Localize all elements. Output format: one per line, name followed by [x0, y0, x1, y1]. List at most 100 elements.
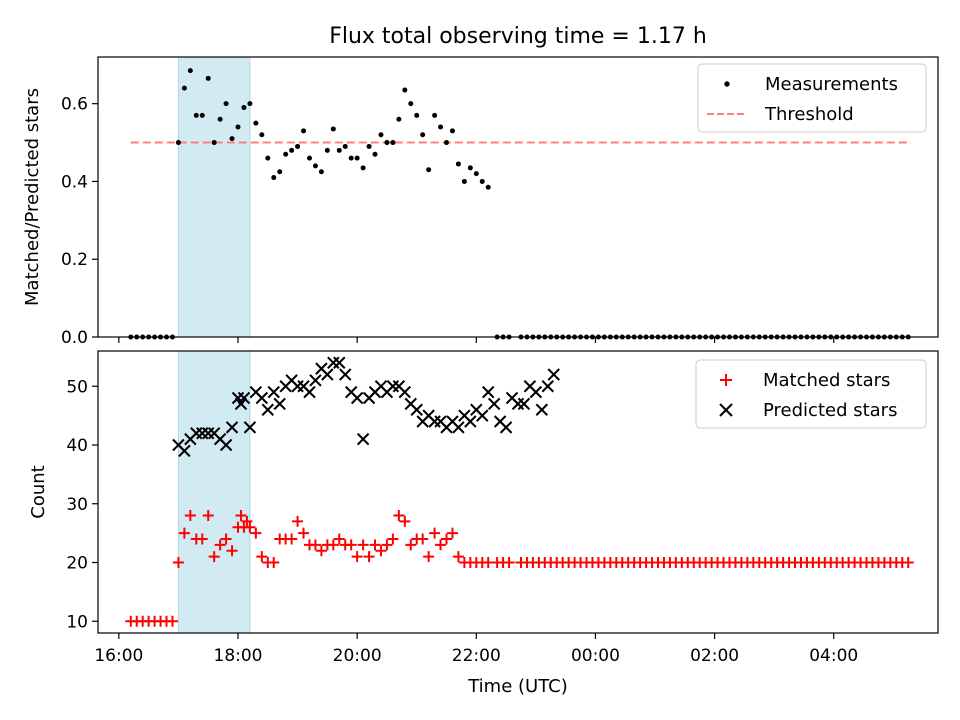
bottom-xtick-label: 22:00: [452, 646, 501, 666]
measurement-point: [324, 147, 330, 153]
measurement-point: [444, 140, 450, 146]
matched-point: [268, 557, 280, 568]
measurement-point: [318, 169, 324, 175]
predicted-point: [482, 385, 495, 399]
matched-point: [405, 539, 417, 551]
measurement-point: [235, 124, 241, 130]
predicted-point-b: [529, 385, 543, 399]
predicted-point-b: [404, 397, 417, 411]
measurement-point: [330, 126, 336, 132]
predicted-point-b: [261, 403, 274, 416]
predicted-point-b: [309, 374, 322, 387]
measurement-point: [211, 140, 217, 146]
measurement-point: [301, 128, 307, 134]
predicted-point: [350, 391, 364, 405]
matched-point: [315, 545, 327, 557]
measurement-point: [241, 105, 247, 111]
measurement-point: [432, 112, 438, 118]
predicted-point: [327, 356, 340, 369]
predicted-point-b: [505, 391, 519, 405]
predicted-point: [339, 368, 352, 381]
measurement-point: [277, 169, 283, 175]
measurement-point: [199, 112, 205, 118]
matched-point: [452, 551, 464, 563]
predicted-point-b: [470, 403, 483, 416]
measurement-point: [247, 101, 253, 107]
top-ytick-label: 0.6: [61, 95, 88, 115]
predicted-point-b: [249, 385, 263, 399]
measurement-point: [229, 136, 235, 142]
predicted-point: [452, 421, 465, 434]
bottom-axes-frame: [97, 350, 939, 634]
predicted-point-b: [482, 385, 495, 399]
matched-point: [244, 521, 256, 533]
predicted-point-b: [285, 374, 298, 387]
bottom-xtick-label: 16:00: [94, 646, 143, 666]
matched-point: [375, 545, 387, 557]
matched-point: [256, 551, 268, 563]
measurement-point: [336, 147, 342, 153]
predicted-point-b: [356, 432, 370, 446]
top-axes-frame: [97, 56, 939, 338]
predicted-point-b: [392, 380, 406, 393]
legend-matched-marker: [720, 374, 732, 386]
measurement-point: [306, 155, 312, 161]
predicted-point-b: [273, 397, 286, 411]
matched-point: [387, 533, 399, 545]
matched-point: [309, 539, 321, 551]
bottom-panel: 10 20 30 40 50 16:00 18:00 20:00 22:00 00:00 02:0…: [28, 350, 939, 697]
measurement-point: [312, 163, 318, 169]
measurement-point: [217, 116, 223, 122]
predicted-point-b: [493, 415, 507, 428]
predicted-point-b: [303, 385, 316, 399]
bottom-legend-box: [695, 359, 927, 429]
measurement-point: [426, 167, 432, 173]
predicted-point-b: [225, 421, 239, 434]
predicted-point: [234, 397, 248, 411]
predicted-point-b: [398, 385, 412, 399]
measurement-point: [420, 132, 426, 138]
matched-point: [226, 545, 238, 557]
predicted-point-b: [234, 397, 248, 411]
matched-point: [381, 539, 393, 551]
matched-point: [351, 551, 363, 563]
matched-point: [423, 551, 435, 563]
measurement-point: [402, 87, 408, 93]
measurement-point: [205, 75, 211, 81]
measurement-point: [396, 116, 402, 122]
measurement-point: [461, 178, 467, 184]
matched-point: [184, 510, 196, 521]
matched-point: [399, 515, 411, 527]
measurement-point: [384, 140, 390, 146]
predicted-point: [267, 385, 280, 399]
matched-point: [178, 527, 190, 539]
measurement-point: [265, 155, 271, 161]
legend-predicted-label: Predicted stars: [763, 400, 897, 421]
measurement-point: [187, 68, 193, 74]
x-axis-label: Time (UTC): [467, 676, 568, 697]
bottom-ytick-label: 50: [66, 377, 88, 397]
legend-measurements-marker: [724, 81, 730, 87]
measurement-point: [259, 132, 265, 138]
measurement-point: [342, 143, 348, 149]
predicted-point-b: [458, 409, 471, 422]
predicted-point: [476, 409, 489, 422]
measurement-point: [366, 143, 372, 149]
predicted-point-b: [178, 444, 191, 458]
predicted-point: [541, 380, 554, 393]
measurement-point: [193, 112, 199, 118]
predicted-point: [309, 374, 322, 387]
matched-point: [235, 510, 247, 521]
predicted-point-b: [476, 409, 489, 422]
legend-threshold-label: Threshold: [764, 104, 854, 125]
measurement-point: [455, 161, 461, 167]
predicted-point: [398, 385, 412, 399]
measurement-point: [449, 128, 455, 134]
predicted-point-b: [547, 368, 560, 381]
legend-matched-label: Matched stars: [763, 370, 890, 391]
measurement-point: [473, 171, 479, 177]
predicted-point: [303, 385, 316, 399]
predicted-point-b: [499, 421, 513, 434]
predicted-point: [255, 391, 269, 405]
bottom-legend: Matched stars Predicted stars: [695, 359, 927, 429]
